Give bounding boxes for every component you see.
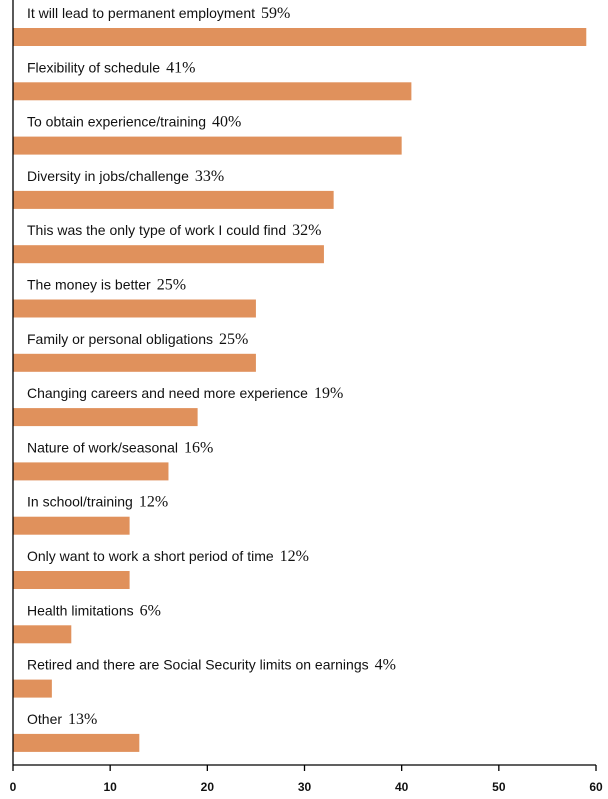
value-text-4: 32% xyxy=(292,222,321,239)
x-tick-label-3: 30 xyxy=(298,780,312,794)
category-label-8: Nature of work/seasonal xyxy=(27,439,178,455)
value-text-9: 12% xyxy=(139,494,168,511)
bar-0 xyxy=(13,28,587,46)
category-label-7: Changing careers and need more experienc… xyxy=(27,385,308,401)
category-label-12: Retired and there are Social Security li… xyxy=(27,657,369,673)
value-text-13: 13% xyxy=(68,711,97,728)
bar-3 xyxy=(13,190,334,209)
category-label-9: In school/training xyxy=(27,494,133,510)
bar-8 xyxy=(13,462,169,481)
value-text-0: 59% xyxy=(261,5,290,22)
category-labels: It will lead to permanent employment 59% F… xyxy=(27,5,396,728)
value-text-5: 25% xyxy=(157,277,186,294)
value-text-3: 33% xyxy=(195,168,224,185)
bar-13 xyxy=(13,733,140,752)
x-tick-label-6: 60 xyxy=(589,780,603,794)
bars-layer xyxy=(13,28,587,752)
bar-11 xyxy=(13,625,72,644)
category-label-3: Diversity in jobs/challenge xyxy=(27,168,189,184)
x-tick-label-2: 20 xyxy=(201,780,215,794)
category-label-5: The money is better xyxy=(27,277,151,293)
value-text-1: 41% xyxy=(166,59,195,76)
category-label-6: Family or personal obligations xyxy=(27,331,213,347)
category-label-4: This was the only type of work I could f… xyxy=(27,222,286,238)
value-text-10: 12% xyxy=(280,548,309,565)
bar-6 xyxy=(13,353,256,372)
bar-2 xyxy=(13,136,402,155)
value-text-7: 19% xyxy=(314,385,343,402)
value-text-6: 25% xyxy=(219,331,248,348)
bar-10 xyxy=(13,571,130,589)
category-label-11: Health limitations xyxy=(27,602,134,618)
category-label-13: Other xyxy=(27,711,62,727)
bar-12 xyxy=(13,679,52,698)
value-text-8: 16% xyxy=(184,439,213,456)
category-label-10: Only want to work a short period of time xyxy=(27,548,274,564)
x-tick-label-1: 10 xyxy=(103,780,117,794)
x-tick-label-4: 40 xyxy=(395,780,409,794)
bar-1 xyxy=(13,82,412,101)
value-text-2: 40% xyxy=(212,114,241,131)
value-text-11: 6% xyxy=(140,602,161,619)
category-label-2: To obtain experience/training xyxy=(27,114,206,130)
x-tick-label-5: 50 xyxy=(492,780,506,794)
x-axis: 0 10 20 30 40 50 60 xyxy=(10,0,603,794)
bar-9 xyxy=(13,516,130,535)
category-label-1: Flexibility of schedule xyxy=(27,59,160,75)
value-text-12: 4% xyxy=(375,657,396,674)
bar-4 xyxy=(13,245,324,264)
bar-5 xyxy=(13,299,256,318)
x-tick-label-0: 0 xyxy=(10,780,17,794)
category-label-0: It will lead to permanent employment xyxy=(27,5,255,21)
bar-7 xyxy=(13,408,198,427)
